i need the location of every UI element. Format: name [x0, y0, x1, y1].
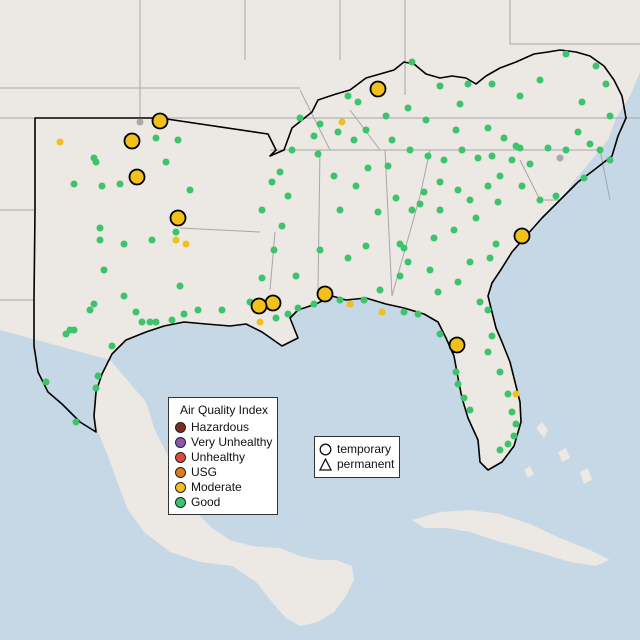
good-monitors — [42, 50, 614, 454]
monitor-type-legend: temporary permanent — [314, 436, 400, 478]
good-swatch-icon — [175, 497, 186, 508]
aqi-legend: Air Quality Index Hazardous Very Unhealt… — [168, 397, 278, 515]
bahamas-land — [524, 422, 592, 484]
moderate-temporary-monitors — [123, 80, 531, 354]
unhealthy-swatch-icon — [175, 452, 186, 463]
hazardous-swatch-icon — [175, 422, 186, 433]
no-data-monitors — [136, 118, 564, 162]
region-outline — [33, 49, 627, 471]
circle-icon — [319, 443, 332, 456]
cuba-land — [412, 510, 610, 566]
moderate-monitors — [56, 118, 520, 398]
very-unhealthy-swatch-icon — [175, 437, 186, 448]
usg-swatch-icon — [175, 467, 186, 478]
moderate-swatch-icon — [175, 482, 186, 493]
triangle-icon — [319, 458, 332, 471]
legend-title: Air Quality Index — [180, 403, 269, 417]
